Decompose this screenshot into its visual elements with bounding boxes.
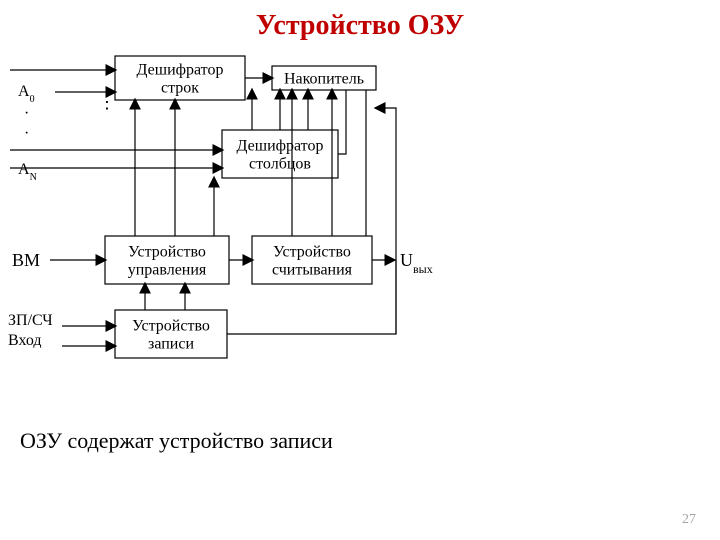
svg-text:Вход: Вход	[8, 332, 42, 349]
svg-text:·: ·	[24, 125, 29, 142]
svg-text:строк: строк	[161, 80, 199, 97]
svg-text:Устройство: Устройство	[128, 244, 206, 261]
svg-text:⋮: ⋮	[98, 92, 116, 112]
svg-text:Устройство: Устройство	[273, 244, 351, 261]
svg-text:Накопитель: Накопитель	[284, 71, 364, 88]
ozu-diagram: ДешифраторстрокНакопительДешифраторстолб…	[0, 0, 720, 540]
svg-text:ЗП/СЧ: ЗП/СЧ	[8, 312, 53, 329]
svg-text:записи: записи	[148, 336, 194, 353]
svg-text:Uвых: Uвых	[400, 250, 433, 276]
svg-text:Устройство: Устройство	[132, 318, 210, 335]
svg-text:считывания: считывания	[272, 262, 353, 279]
svg-text:AN: AN	[18, 161, 37, 183]
svg-text:управления: управления	[128, 262, 207, 279]
svg-text:ВМ: ВМ	[12, 250, 40, 270]
svg-text:A0: A0	[18, 83, 35, 105]
svg-text:Дешифратор: Дешифратор	[137, 62, 224, 79]
svg-text:·: ·	[24, 105, 29, 122]
svg-text:столбцов: столбцов	[249, 156, 311, 173]
svg-text:Дешифратор: Дешифратор	[237, 138, 324, 155]
